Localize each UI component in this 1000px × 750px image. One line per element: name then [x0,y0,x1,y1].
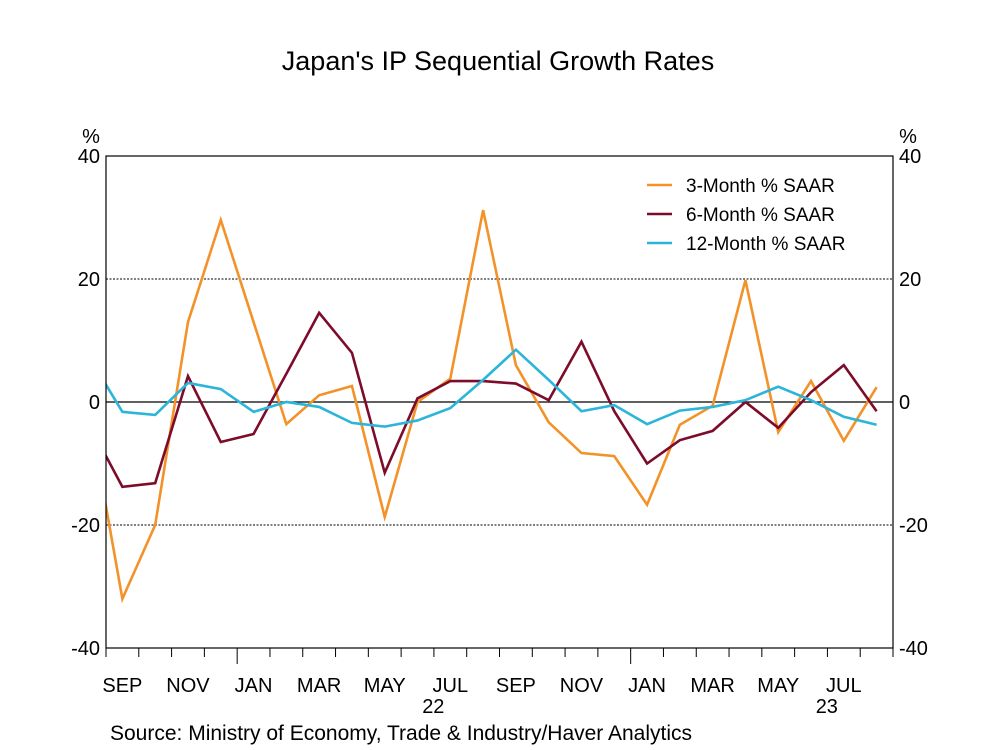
legend: 3-Month % SAAR 6-Month % SAAR 12-Month % S… [647,176,845,255]
y-tick-label-left: -40 [71,638,100,660]
series-line-1 [106,209,878,604]
x-tick-label: JUL [433,675,469,697]
y-tick-label-right: -20 [899,515,928,537]
x-tick-label: JAN [235,675,273,697]
y-tick-label-right: 0 [899,392,910,414]
x-tick-label: NOV [166,675,210,697]
y-tick-label-left: 40 [78,146,100,168]
y-tick-label-right: 40 [899,146,921,168]
y-tick-label-left: 0 [89,392,100,414]
y-tick-label-right: -40 [899,638,928,660]
series-line-3 [106,347,877,428]
x-tick-label: MAY [364,675,406,697]
x-tick-label: MAR [297,675,341,697]
x-tick-label: MAR [690,675,734,697]
x-tick-label: JUL [826,675,862,697]
y-axis-left: 40 20 0 -20 -40 [71,146,100,660]
x-year-label: 23 [816,696,838,718]
y-tick-label-right: 20 [899,269,921,291]
y-tick-label-left: 20 [78,269,100,291]
legend-label: 3-Month % SAAR [686,176,835,197]
x-tick-label: SEP [496,675,536,697]
x-tick-label: MAY [757,675,799,697]
x-tick-label: JAN [628,675,666,697]
plot-frame [105,155,894,649]
chart-title: Japan's IP Sequential Growth Rates [282,46,714,76]
y-tick-label-left: -20 [71,515,100,537]
y-axis-right-unit: % [899,126,917,148]
legend-label: 6-Month % SAAR [686,205,835,226]
source-note: Source: Ministry of Economy, Trade & Ind… [110,722,692,745]
y-axis-left-unit: % [82,126,100,148]
y-axis-right: 40 20 0 -20 -40 [899,146,928,660]
legend-label: 12-Month % SAAR [686,234,845,255]
x-tick-label: NOV [560,675,604,697]
series-group [106,209,878,604]
x-year-label: 22 [422,696,444,718]
x-tick-label: SEP [102,675,142,697]
